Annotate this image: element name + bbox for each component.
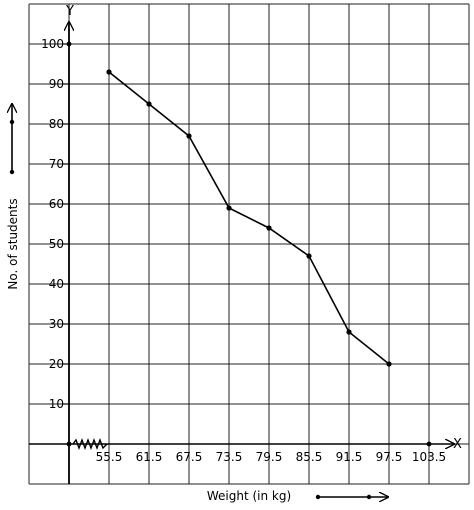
y-tick-label: 10 [49, 397, 64, 411]
y-axis-letter: Y [65, 4, 74, 19]
x-axis-title: Weight (in kg) [207, 489, 291, 503]
tick-labels: 10 20 30 40 50 60 70 80 90 100 55.5 61.5 67.5 73.5 79.… [41, 37, 446, 464]
data-point [306, 253, 312, 259]
data-point [346, 329, 352, 335]
y-tick-label: 80 [49, 117, 64, 131]
x-tick-label: 103.5 [412, 450, 446, 464]
grid [28, 3, 470, 485]
x-direction-dot [366, 494, 372, 500]
x-tick-label: 85.5 [296, 450, 323, 464]
x-direction-dot [315, 494, 321, 500]
x-axis-letter: X [453, 437, 462, 452]
y-tick-label: 100 [41, 37, 64, 51]
y-tick-label: 70 [49, 157, 64, 171]
data-point [266, 225, 272, 231]
decorations [10, 104, 388, 499]
data-point [186, 133, 192, 139]
y-tick-label: 20 [49, 357, 64, 371]
data-point [106, 69, 112, 75]
y-direction-dot [9, 169, 15, 175]
y-tick-label: 90 [49, 77, 64, 91]
x-tick-label: 73.5 [216, 450, 243, 464]
data-point [226, 205, 232, 211]
y-tick-label: 40 [49, 277, 64, 291]
y-tick-label: 60 [49, 197, 64, 211]
x-tick-label: 97.5 [376, 450, 403, 464]
x-tick-label: 61.5 [136, 450, 163, 464]
x-tick-label: 91.5 [336, 450, 363, 464]
data-point [386, 361, 392, 367]
x-tick-label: 55.5 [96, 450, 123, 464]
x-tick-label: 67.5 [176, 450, 203, 464]
x-axis-end-point [426, 441, 432, 447]
series-line [108, 71, 390, 365]
axis-titles: Weight (in kg) No. of students X Y [6, 4, 462, 503]
axes [29, 22, 454, 484]
origin-point [66, 441, 72, 447]
x-tick-label: 79.5 [256, 450, 283, 464]
y-tick-label: 50 [49, 237, 64, 251]
y-axis-title: No. of students [6, 198, 20, 289]
data-series [106, 69, 392, 367]
axis-break-zigzag [72, 438, 108, 450]
y-direction-dot [9, 119, 15, 125]
y-tick-label: 30 [49, 317, 64, 331]
data-point [146, 101, 152, 107]
